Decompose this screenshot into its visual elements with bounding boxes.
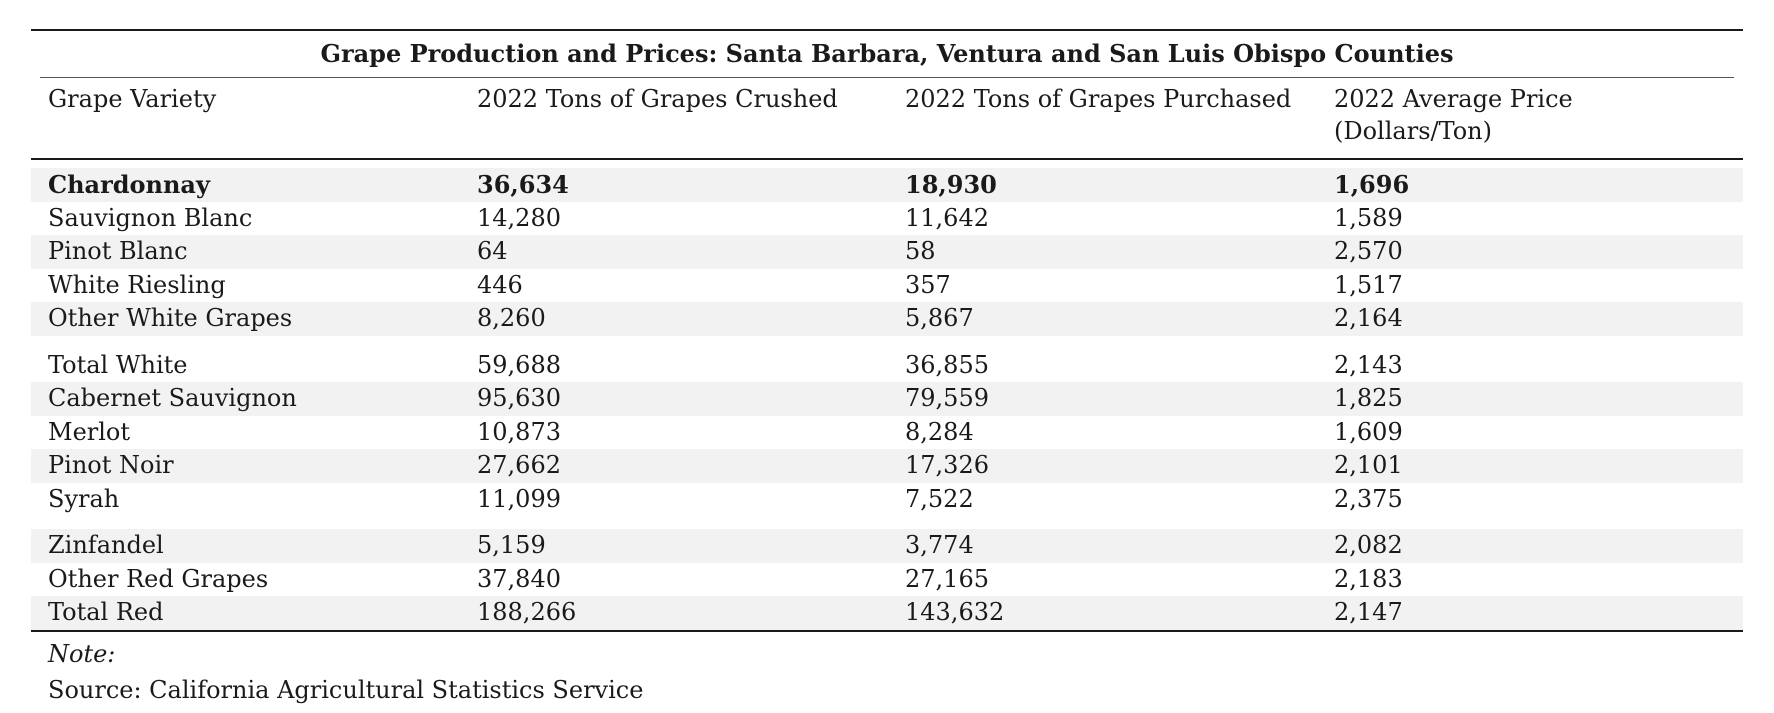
- cell-variety: Sauvignon Blanc: [48, 203, 253, 232]
- cell-variety: Cabernet Sauvignon: [48, 384, 297, 412]
- table-title: Grape Production and Prices: Santa Barba…: [320, 39, 1454, 68]
- header-average-price: 2022 Average Price (Dollars/Ton): [1317, 78, 1743, 158]
- cell-crushed: 10,873: [477, 417, 561, 446]
- cell-crushed: 59,688: [477, 350, 561, 379]
- table-row: Total Red 188,266 143,632 2,147: [31, 596, 1743, 630]
- data-table: Grape Production and Prices: Santa Barba…: [31, 29, 1743, 708]
- cell-crushed: 14,280: [477, 203, 561, 232]
- cell-purchased: 58: [905, 237, 936, 265]
- cell-price: 2,570: [1334, 237, 1403, 265]
- cell-purchased: 79,559: [905, 384, 989, 412]
- cell-variety: Pinot Blanc: [48, 237, 188, 265]
- cell-crushed: 27,662: [477, 451, 561, 479]
- table-row: Pinot Blanc 64 58 2,570: [31, 235, 1743, 269]
- table-row: Chardonnay 36,634 18,930 1,696: [31, 168, 1743, 202]
- cell-crushed: 95,630: [477, 384, 561, 412]
- table-row: Other Red Grapes 37,840 27,165 2,183: [31, 563, 1743, 597]
- header-row: Grape Variety 2022 Tons of Grapes Crushe…: [31, 78, 1743, 158]
- cell-purchased: 27,165: [905, 564, 989, 593]
- cell-price: 2,147: [1334, 598, 1403, 626]
- table-row: Zinfandel 5,159 3,774 2,082: [31, 529, 1743, 563]
- cell-price: 1,696: [1334, 170, 1410, 199]
- cell-crushed: 64: [477, 237, 508, 265]
- cell-purchased: 17,326: [905, 451, 989, 479]
- top-rule: [31, 29, 1743, 31]
- cell-variety: Syrah: [48, 484, 120, 513]
- cell-crushed: 11,099: [477, 484, 561, 513]
- group-spacer: [31, 516, 1743, 529]
- header-average-price-line2: (Dollars/Ton): [1334, 117, 1493, 145]
- cell-price: 1,609: [1334, 417, 1403, 446]
- cell-purchased: 7,522: [905, 484, 974, 513]
- cell-variety: Chardonnay: [48, 170, 210, 199]
- table-source: Source: California Agricultural Statisti…: [48, 675, 644, 704]
- cell-price: 1,589: [1334, 203, 1403, 232]
- header-rule: [31, 158, 1743, 160]
- cell-price: 1,825: [1334, 384, 1403, 412]
- table-note-label: Note:: [48, 639, 116, 668]
- cell-crushed: 36,634: [477, 170, 569, 199]
- cell-variety: Other White Grapes: [48, 304, 293, 332]
- table-row: Cabernet Sauvignon 95,630 79,559 1,825: [31, 382, 1743, 416]
- table-row: Sauvignon Blanc 14,280 11,642 1,589: [31, 202, 1743, 236]
- cell-purchased: 3,774: [905, 531, 974, 559]
- cell-crushed: 188,266: [477, 598, 577, 626]
- header-average-price-line1: 2022 Average Price: [1334, 85, 1573, 113]
- cell-variety: Other Red Grapes: [48, 564, 269, 593]
- cell-purchased: 357: [905, 270, 951, 299]
- cell-crushed: 37,840: [477, 564, 561, 593]
- table-row: Total White 59,688 36,855 2,143: [31, 349, 1743, 383]
- cell-price: 2,164: [1334, 304, 1403, 332]
- cell-price: 2,101: [1334, 451, 1403, 479]
- cell-purchased: 18,930: [905, 170, 997, 199]
- table-body: Chardonnay 36,634 18,930 1,696 Sauvignon…: [31, 160, 1743, 630]
- header-tons-crushed: 2022 Tons of Grapes Crushed: [477, 85, 838, 113]
- cell-crushed: 446: [477, 270, 523, 299]
- title-rule: [40, 77, 1734, 78]
- cell-variety: Pinot Noir: [48, 451, 174, 479]
- cell-variety: White Riesling: [48, 270, 226, 299]
- cell-crushed: 8,260: [477, 304, 546, 332]
- cell-variety: Total White: [48, 350, 188, 379]
- header-tons-purchased: 2022 Tons of Grapes Purchased: [905, 85, 1292, 113]
- table-row: Pinot Noir 27,662 17,326 2,101: [31, 449, 1743, 483]
- cell-purchased: 143,632: [905, 598, 1005, 626]
- cell-purchased: 11,642: [905, 203, 989, 232]
- table-row: Merlot 10,873 8,284 1,609: [31, 416, 1743, 450]
- cell-purchased: 36,855: [905, 350, 989, 379]
- cell-purchased: 8,284: [905, 417, 974, 446]
- cell-price: 2,183: [1334, 564, 1403, 593]
- table-row: Other White Grapes 8,260 5,867 2,164: [31, 302, 1743, 336]
- header-grape-variety: Grape Variety: [48, 85, 217, 113]
- table-row: White Riesling 446 357 1,517: [31, 269, 1743, 303]
- cell-crushed: 5,159: [477, 531, 546, 559]
- cell-purchased: 5,867: [905, 304, 974, 332]
- cell-variety: Total Red: [48, 598, 164, 626]
- cell-variety: Merlot: [48, 417, 131, 446]
- cell-variety: Zinfandel: [48, 531, 164, 559]
- cell-price: 2,082: [1334, 531, 1403, 559]
- cell-price: 2,375: [1334, 484, 1403, 513]
- cell-price: 1,517: [1334, 270, 1403, 299]
- table-row: Syrah 11,099 7,522 2,375: [31, 483, 1743, 517]
- bottom-rule: [31, 629, 1743, 632]
- group-spacer: [31, 336, 1743, 349]
- cell-price: 2,143: [1334, 350, 1403, 379]
